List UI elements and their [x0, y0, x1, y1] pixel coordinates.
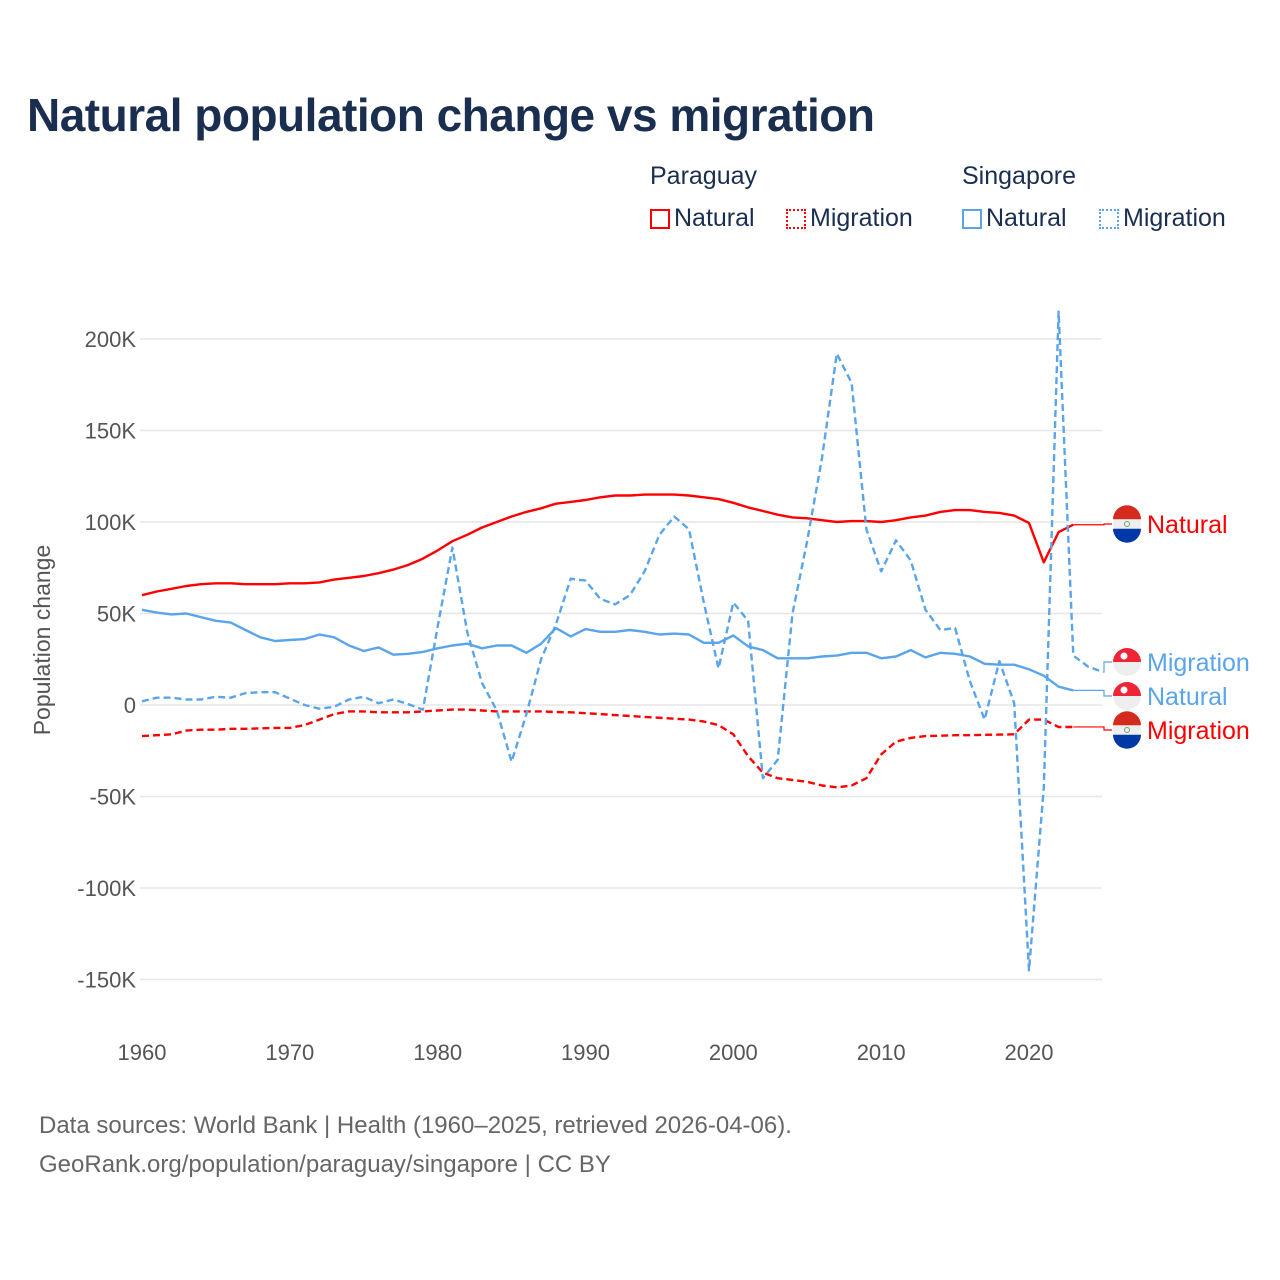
- solid-swatch-icon: [962, 209, 982, 229]
- singapore-flag-icon: [1113, 682, 1141, 710]
- paraguay-flag-icon: [1113, 505, 1141, 543]
- source-note: Data sources: World Bank | Health (1960–…: [39, 1106, 792, 1184]
- label-connector: [1102, 661, 1112, 673]
- x-tick-label: 1970: [265, 1040, 314, 1065]
- y-tick-label: -100K: [77, 876, 136, 901]
- legend-label: Natural: [674, 204, 755, 232]
- source-link[interactable]: GeoRank.org/population/paraguay/singapor…: [39, 1151, 611, 1178]
- legend-label: Migration: [810, 204, 913, 232]
- y-tick-label: 0: [124, 693, 136, 718]
- label-connector: [1073, 689, 1112, 697]
- legend-paraguay-natural[interactable]: Natural: [650, 204, 755, 233]
- series-line-paraguay-migration[interactable]: [141, 708, 1074, 789]
- label-connector: [1073, 523, 1112, 526]
- dotted-swatch-icon: [786, 209, 806, 229]
- legend-label: Migration: [1123, 204, 1226, 232]
- x-tick-label: 2010: [857, 1040, 906, 1065]
- series-end-label: Migration: [1147, 717, 1250, 745]
- paraguay-flag-icon: [1113, 711, 1141, 749]
- singapore-flag-icon: [1113, 648, 1141, 676]
- y-tick-label: 150K: [85, 419, 137, 444]
- x-tick-label: 1980: [413, 1040, 462, 1065]
- y-tick-label: 50K: [97, 602, 136, 627]
- source-line-1: Data sources: World Bank | Health (1960–…: [39, 1112, 792, 1139]
- label-connector: [1073, 726, 1112, 731]
- legend-group-singapore: Singapore: [962, 162, 1076, 190]
- dotted-swatch-icon: [1099, 209, 1119, 229]
- x-tick-label: 2000: [709, 1040, 758, 1065]
- legend-group-paraguay: Paraguay: [650, 162, 758, 190]
- y-tick-label: 200K: [85, 327, 137, 352]
- x-tick-label: 1960: [118, 1040, 167, 1065]
- chart-title: Natural population change vs migration: [27, 89, 875, 141]
- y-axis-label: Population change: [29, 545, 55, 736]
- series-end-label: Migration: [1147, 649, 1250, 677]
- x-tick-label: 1990: [561, 1040, 610, 1065]
- legend-label: Natural: [986, 204, 1067, 232]
- legend-singapore-natural[interactable]: Natural: [962, 204, 1067, 233]
- y-tick-label: -50K: [90, 785, 137, 810]
- y-tick-label: 100K: [85, 510, 137, 535]
- legend-paraguay-migration[interactable]: Migration: [786, 204, 913, 233]
- solid-swatch-icon: [650, 209, 670, 229]
- series-line-singapore-natural[interactable]: [141, 608, 1074, 692]
- y-tick-label: -150K: [77, 968, 136, 993]
- series-end-label: Natural: [1147, 683, 1228, 711]
- legend-singapore-migration[interactable]: Migration: [1099, 204, 1226, 233]
- series-line-paraguay-natural[interactable]: [141, 493, 1074, 597]
- series-end-label: Natural: [1147, 511, 1228, 539]
- x-tick-label: 2020: [1005, 1040, 1054, 1065]
